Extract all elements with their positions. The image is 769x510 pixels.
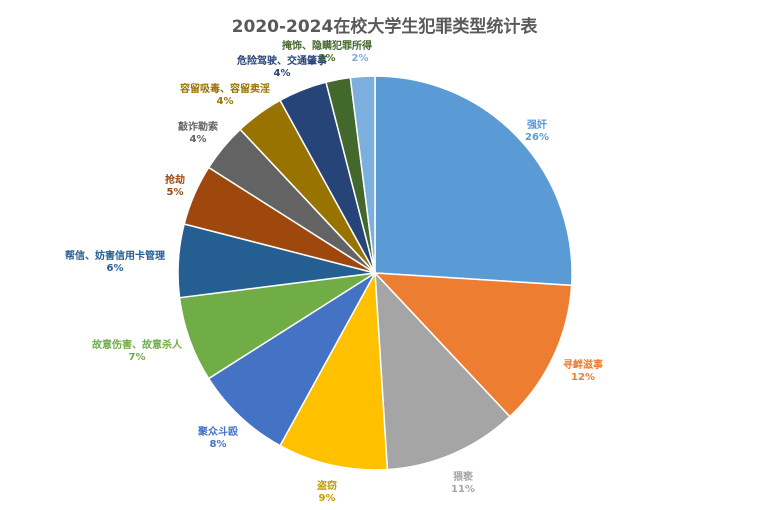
pie-slice <box>373 272 573 418</box>
slice-label: 帮信、妨害信用卡管理 <box>65 249 165 262</box>
chart-title: 2020-2024在校大学生犯罪类型统计表 <box>231 17 538 37</box>
slice-value-label: 7% <box>129 352 146 363</box>
slice-label: 聚众斗殴 <box>197 425 239 438</box>
slice-value-label: 2% <box>352 53 369 64</box>
slice-value-label: 5% <box>167 187 184 198</box>
slice-value-label: 26% <box>525 132 549 143</box>
slice-label: 掩饰、隐瞒犯罪所得 <box>282 39 372 52</box>
slice-value-label: 9% <box>319 493 336 504</box>
slice-label: 盗窃 <box>317 479 337 492</box>
slice-value-label: 4% <box>190 134 207 145</box>
slice-label: 强奸 <box>527 118 547 131</box>
slice-value-label: 11% <box>451 484 475 495</box>
slice-label: 容留吸毒、容留卖淫 <box>179 82 270 95</box>
slice-value-label: 6% <box>107 263 124 274</box>
pie-slice <box>279 270 389 471</box>
slice-value-label: 12% <box>571 372 595 383</box>
slice-label: 危险驾驶、交通肇事 <box>237 54 327 67</box>
slice-value-label: 4% <box>274 68 291 79</box>
slice-label: 寻衅滋事 <box>563 358 603 371</box>
slice-value-label: 2% <box>319 53 336 64</box>
pie-slice <box>207 272 376 447</box>
slice-label: 猥亵 <box>453 470 473 483</box>
slice-label: 敲诈勒索 <box>178 120 218 133</box>
slice-label: 故意伤害、故意杀人 <box>92 338 183 351</box>
pie-slice <box>374 270 511 471</box>
pie-slice <box>349 75 376 274</box>
slice-value-label: 8% <box>210 439 227 450</box>
pie-slice <box>374 75 573 287</box>
slice-value-label: 4% <box>217 96 234 107</box>
slice-label: 抢劫 <box>165 173 185 186</box>
